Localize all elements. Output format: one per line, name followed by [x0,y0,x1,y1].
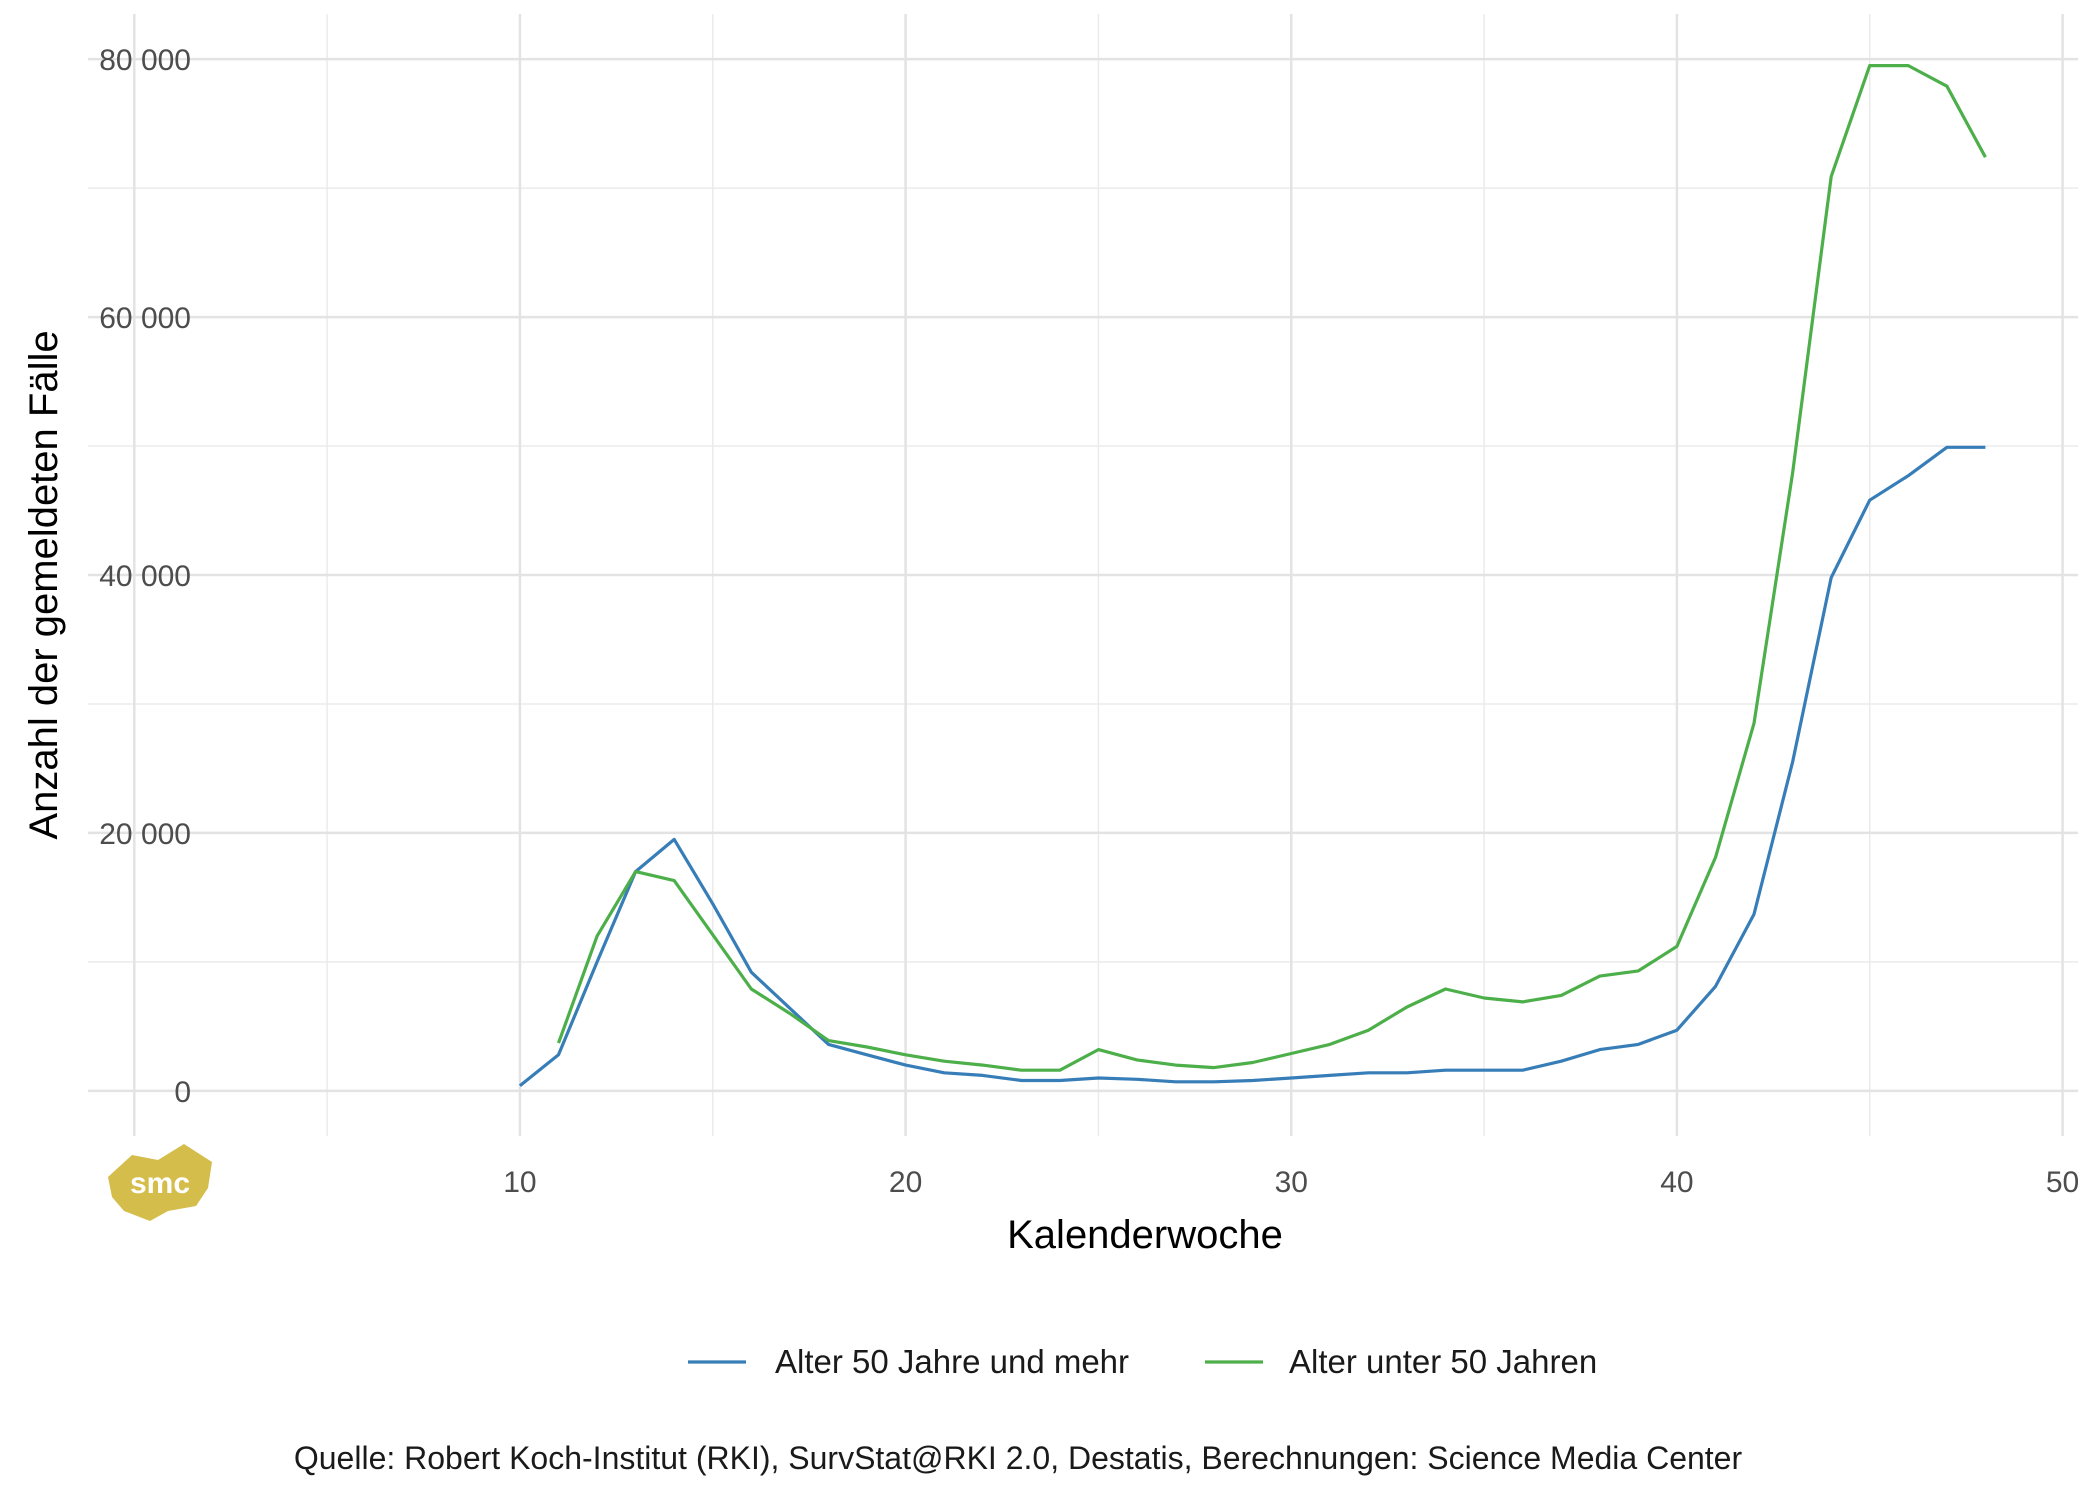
y-axis-title: Anzahl der gemeldeten Fälle [22,330,66,839]
y-tick-label: 60 000 [99,302,191,335]
series-line-2 [556,63,1987,1072]
series-layer [518,63,1987,1087]
y-tick-label: 0 [174,1076,191,1109]
x-axis-title: Kalenderwoche [1007,1213,1283,1257]
x-tick-label: 40 [1660,1166,1693,1199]
series-line-1 [518,445,1986,1087]
source-caption: Quelle: Robert Koch-Institut (RKI), Surv… [294,1440,1743,1476]
y-tick-label: 40 000 [99,560,191,593]
legend: Alter 50 Jahre und mehr Alter unter 50 Ja… [688,1343,1597,1380]
y-axis-tick-labels: 0 20 000 40 000 60 000 80 000 [99,44,191,1109]
x-tick-label: 10 [503,1166,536,1199]
x-tick-label: 30 [1275,1166,1308,1199]
smc-logo: smc [108,1144,212,1221]
x-tick-label: 20 [889,1166,922,1199]
legend-label-2: Alter unter 50 Jahren [1289,1343,1597,1380]
x-tick-label: 50 [2046,1166,2079,1199]
smc-logo-text: smc [130,1167,190,1200]
legend-label-1: Alter 50 Jahre und mehr [775,1343,1129,1380]
grid-major [88,14,2078,1136]
smc-logo-shape [108,1144,212,1221]
y-tick-label: 20 000 [99,818,191,851]
y-tick-label: 80 000 [99,44,191,77]
